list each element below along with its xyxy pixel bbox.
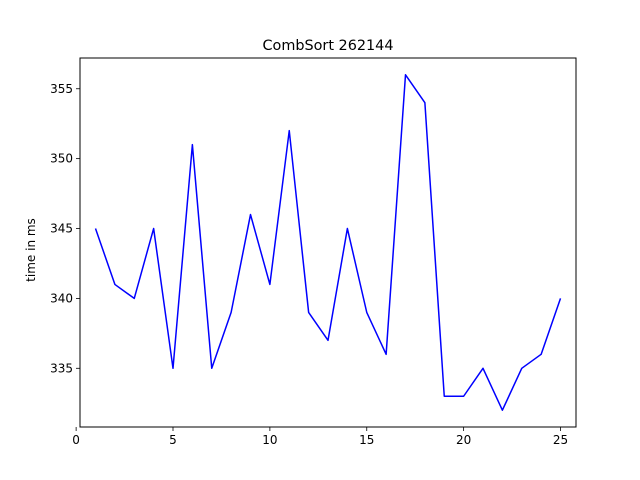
y-tick-label: 335 — [50, 361, 73, 375]
x-tick-label: 0 — [72, 433, 80, 447]
y-axis-label: time in ms — [24, 218, 38, 282]
y-tick-label: 340 — [50, 291, 73, 305]
x-tick-label: 5 — [169, 433, 177, 447]
x-tick-label: 15 — [359, 433, 374, 447]
y-tick-label: 350 — [50, 152, 73, 166]
plot-area — [94, 74, 562, 411]
x-axis: 0 5 10 15 20 25 — [72, 427, 568, 447]
y-tick-label: 345 — [50, 222, 73, 236]
x-tick-label: 10 — [262, 433, 277, 447]
chart-title: CombSort 262144 — [262, 38, 393, 54]
y-tick-label: 355 — [50, 82, 73, 96]
plot-frame — [79, 57, 577, 428]
x-tick-label: 25 — [553, 433, 568, 447]
y-axis: 335 340 345 350 355 — [50, 82, 80, 375]
x-tick-label: 20 — [456, 433, 471, 447]
